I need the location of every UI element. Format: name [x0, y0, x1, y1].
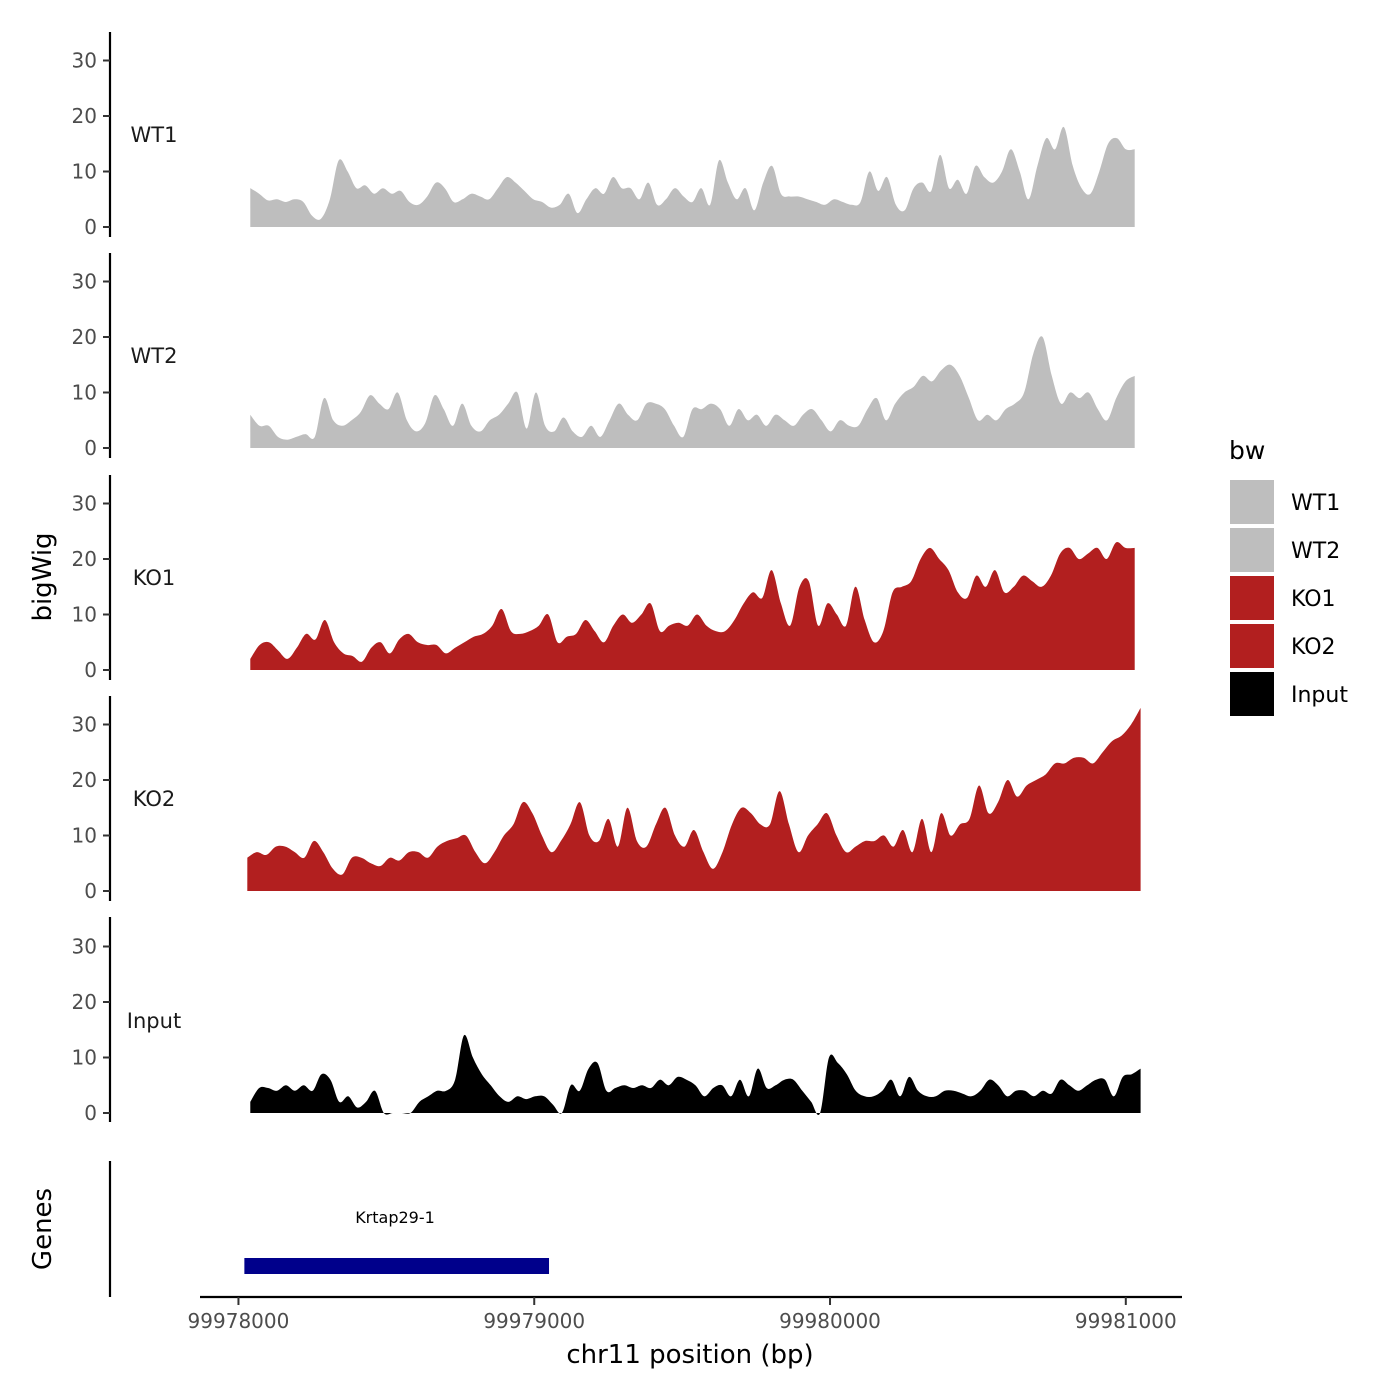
x-tick-label: 99981000 [1075, 1309, 1177, 1333]
y-tick-label: 0 [84, 658, 97, 682]
legend-label-input: Input [1291, 683, 1348, 708]
track-label-wt1: WT1 [131, 123, 178, 147]
signal-areas [247, 126, 1141, 1116]
signal-area-wt1 [250, 126, 1135, 227]
legend-key-ko1 [1228, 574, 1276, 622]
y-tick-label: 30 [72, 713, 97, 737]
x-tick-label: 99978000 [188, 1309, 290, 1333]
y-tick-label: 10 [72, 381, 97, 405]
legend: bw WT1 WT2 KO1 KO2 Input [1228, 436, 1348, 718]
genes-axis-title: Genes [28, 1188, 58, 1270]
y-tick-label: 10 [72, 603, 97, 627]
y-ticks: 0 10 20 30 0 10 20 30 0 10 20 30 0 10 20 30 0 10 20 30 [72, 49, 110, 1125]
gene-label: Krtap29-1 [355, 1208, 435, 1227]
y-tick-label: 20 [72, 104, 97, 128]
axes-layer [108, 32, 1182, 1299]
legend-label-ko2: KO2 [1291, 635, 1336, 660]
track-label-input: Input [127, 1009, 181, 1033]
signal-area-ko1 [250, 542, 1135, 670]
y-axis-title: bigWig [28, 532, 58, 621]
legend-title: bw [1229, 436, 1265, 465]
legend-label-wt2: WT2 [1291, 539, 1340, 564]
y-tick-label: 20 [72, 325, 97, 349]
track-label-wt2: WT2 [131, 344, 178, 368]
x-ticks: 99978000 99979000 99980000 99981000 [188, 1297, 1177, 1333]
y-tick-label: 30 [72, 935, 97, 959]
y-tick-label: 30 [72, 492, 97, 516]
y-tick-label: 20 [72, 768, 97, 792]
legend-items: WT1 WT2 KO1 KO2 Input [1228, 478, 1348, 718]
legend-key-wt2 [1228, 526, 1276, 574]
x-tick-label: 99980000 [779, 1309, 881, 1333]
gene-bar-krtap29-1[interactable] [244, 1258, 550, 1274]
gene-track: Krtap29-1 [244, 1208, 550, 1274]
x-tick-label: 99979000 [483, 1309, 585, 1333]
x-axis-title: chr11 position (bp) [566, 1340, 813, 1370]
y-tick-label: 20 [72, 990, 97, 1014]
y-tick-label: 10 [72, 160, 97, 184]
y-tick-label: 30 [72, 49, 97, 73]
track-label-ko2: KO2 [133, 787, 176, 811]
y-tick-label: 10 [72, 824, 97, 848]
track-labels: WT1 WT2 KO1 KO2 Input [127, 123, 181, 1033]
y-tick-label: 0 [84, 1101, 97, 1125]
y-tick-label: 0 [84, 215, 97, 239]
signal-area-wt2 [250, 336, 1135, 448]
y-tick-label: 10 [72, 1046, 97, 1070]
legend-key-wt1 [1228, 478, 1276, 526]
legend-key-ko2 [1228, 622, 1276, 670]
y-tick-label: 0 [84, 879, 97, 903]
signal-area-input [250, 1034, 1141, 1116]
y-tick-label: 0 [84, 436, 97, 460]
y-tick-label: 20 [72, 547, 97, 571]
legend-label-wt1: WT1 [1291, 491, 1340, 516]
legend-key-input [1228, 670, 1276, 718]
track-label-ko1: KO1 [133, 566, 176, 590]
y-tick-label: 30 [72, 270, 97, 294]
signal-area-ko2 [247, 707, 1141, 891]
legend-label-ko1: KO1 [1291, 587, 1336, 612]
